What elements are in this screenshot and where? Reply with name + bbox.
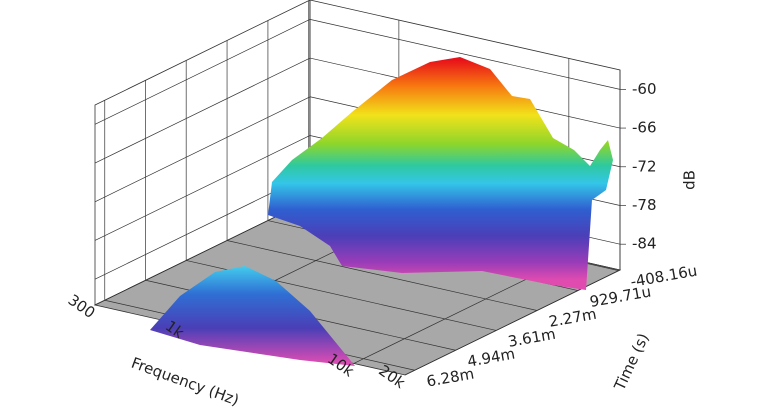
grid-line: [94, 135, 311, 241]
grid-line: [94, 57, 311, 164]
grid-line: [94, 19, 311, 125]
surface-back: [268, 57, 613, 290]
y-axis-title: Time (s): [610, 330, 653, 394]
y-tick-label: 6.28m: [425, 365, 475, 391]
z-tick-label: -78: [632, 196, 657, 214]
grid-line: [94, 96, 311, 203]
surface-front: [150, 266, 355, 366]
z-tick-label: -66: [632, 119, 657, 137]
z-tick-label: -84: [632, 235, 657, 253]
y-tick-label: 3.61m: [507, 325, 557, 351]
y-tick-label: 2.27m: [547, 305, 597, 331]
grid-line: [226, 240, 538, 311]
grid-line: [94, 199, 311, 306]
x-axis-title: Frequency (Hz): [129, 354, 241, 410]
y-tick-label: 4.94m: [466, 345, 516, 371]
y-tick-label: 929.71u: [588, 282, 652, 310]
z-tick-label: -72: [632, 157, 657, 175]
z-tick-label: -60: [632, 80, 657, 98]
x-tick-label: 300: [65, 291, 99, 322]
z-axis-title: dB: [681, 170, 699, 190]
grid-line: [309, 19, 621, 90]
